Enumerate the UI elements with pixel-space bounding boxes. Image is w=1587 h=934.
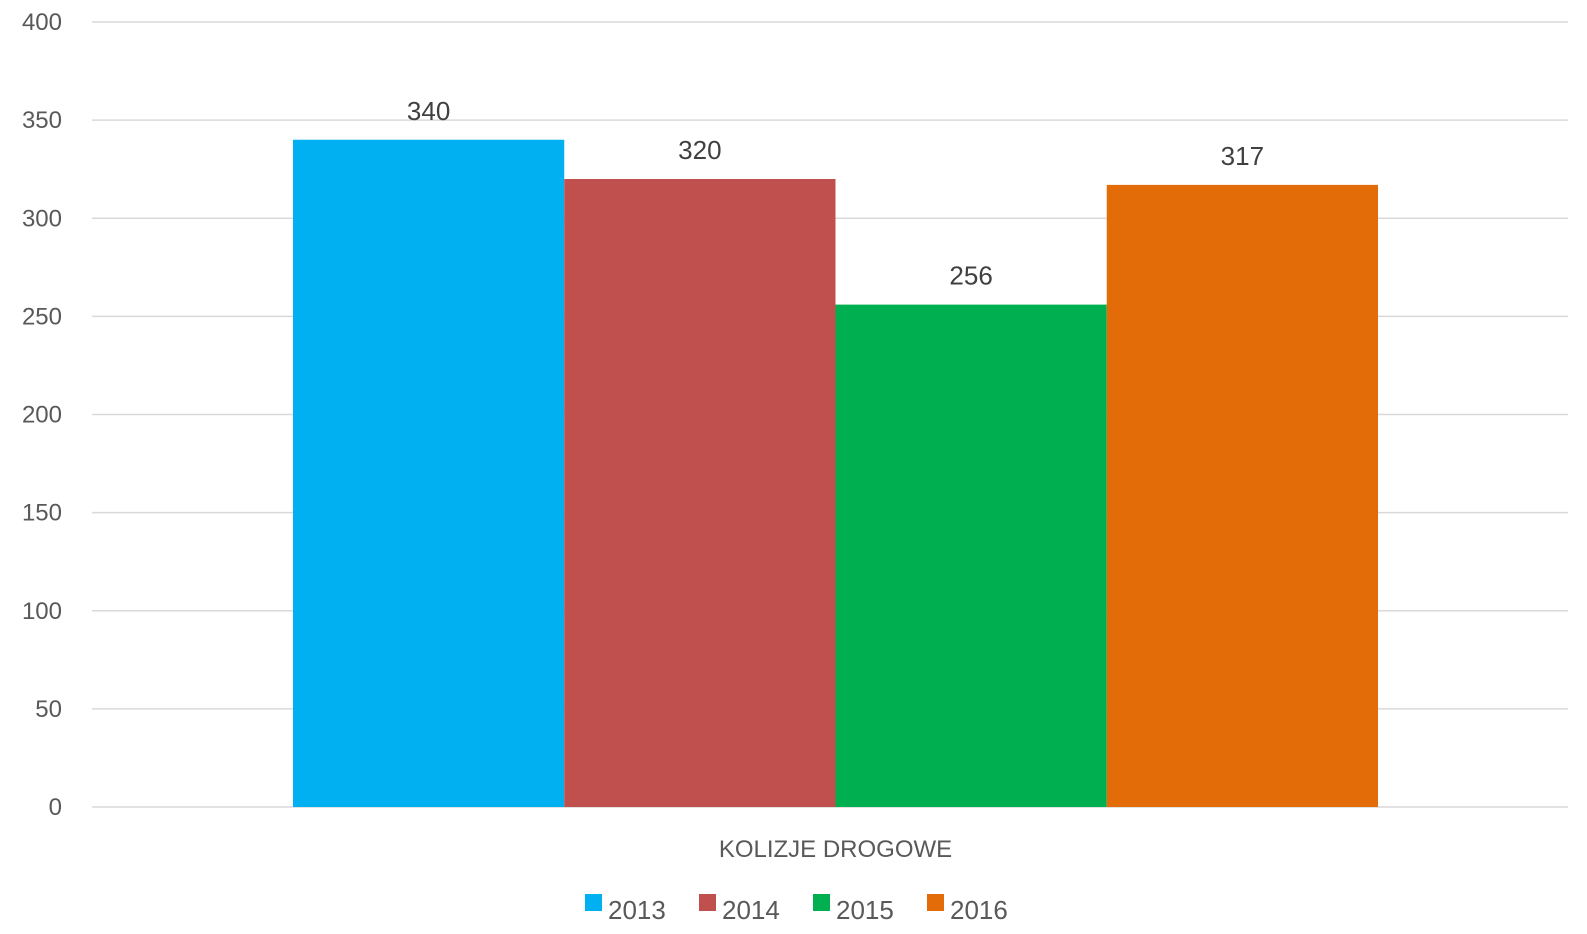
x-category-label: KOLIZJE DROGOWE bbox=[719, 836, 952, 863]
y-axis: 0 50 100 150 200 250 300 350 400 bbox=[22, 9, 62, 821]
data-label-2014: 320 bbox=[678, 135, 721, 165]
bars bbox=[293, 139, 1378, 807]
y-tick-label: 200 bbox=[22, 402, 62, 429]
data-label-2013: 340 bbox=[407, 96, 450, 126]
legend-label-2015: 2015 bbox=[836, 895, 894, 925]
bar-2014 bbox=[564, 179, 836, 807]
legend-swatch-2016 bbox=[927, 894, 944, 911]
y-tick-label: 350 bbox=[22, 107, 62, 134]
legend: 2013 2014 2015 2016 bbox=[585, 894, 1008, 925]
y-tick-label: 0 bbox=[49, 794, 62, 821]
bar-2015 bbox=[835, 304, 1107, 807]
legend-label-2016: 2016 bbox=[950, 895, 1008, 925]
data-label-2015: 256 bbox=[949, 261, 992, 291]
y-tick-label: 100 bbox=[22, 598, 62, 625]
y-tick-label: 300 bbox=[22, 205, 62, 232]
bar-2013 bbox=[293, 139, 565, 807]
legend-label-2014: 2014 bbox=[722, 895, 780, 925]
legend-swatch-2013 bbox=[585, 894, 602, 911]
x-axis: KOLIZJE DROGOWE bbox=[719, 836, 952, 863]
y-tick-label: 250 bbox=[22, 303, 62, 330]
y-tick-label: 150 bbox=[22, 500, 62, 527]
data-labels: 340 320 256 317 bbox=[407, 96, 1264, 291]
legend-swatch-2014 bbox=[699, 894, 716, 911]
legend-swatch-2015 bbox=[813, 894, 830, 911]
bar-2016 bbox=[1106, 184, 1378, 807]
legend-label-2013: 2013 bbox=[608, 895, 666, 925]
y-tick-label: 50 bbox=[35, 696, 62, 723]
data-label-2016: 317 bbox=[1221, 141, 1264, 171]
y-tick-label: 400 bbox=[22, 9, 62, 36]
